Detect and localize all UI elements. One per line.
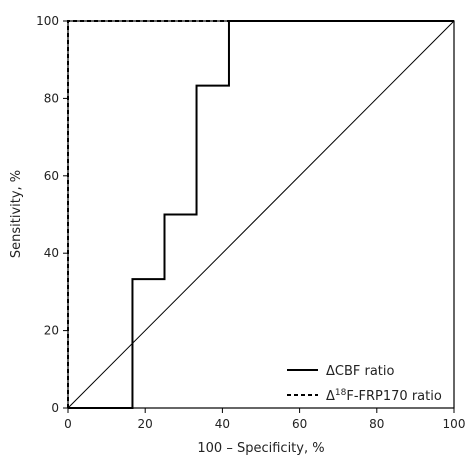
x-tick-label: 0 [64,417,72,431]
x-axis-label: 100 – Specificity, % [197,441,324,456]
y-tick-label: 100 [36,14,59,28]
plot-frame [67,20,455,409]
legend: ΔCBF ratio Δ18F-FRP170 ratio [287,364,442,404]
x-tick-label: 20 [138,417,153,431]
y-tick-label: 20 [44,324,59,338]
legend-label-frp170-prefix: Δ [326,389,335,404]
y-tick-label: 60 [44,169,59,183]
legend-label-cbf: ΔCBF ratio [326,364,395,379]
legend-label-frp170-suffix: F-FRP170 ratio [346,389,441,404]
y-tick-label: 40 [44,246,59,260]
x-tick-label: 100 [443,417,466,431]
x-tick-label: 80 [369,417,384,431]
legend-label-frp170-sup: 18 [335,388,347,398]
y-axis-label: Sensitivity, % [9,170,24,258]
y-tick-label: 0 [51,401,59,415]
reference-diagonal-line [67,20,455,409]
x-tick-label: 60 [292,417,307,431]
series-line-cbf-ratio [68,20,454,409]
y-tick-label: 80 [44,91,59,105]
legend-label-frp170: Δ18F-FRP170 ratio [326,388,442,404]
x-tick-label: 40 [215,417,230,431]
